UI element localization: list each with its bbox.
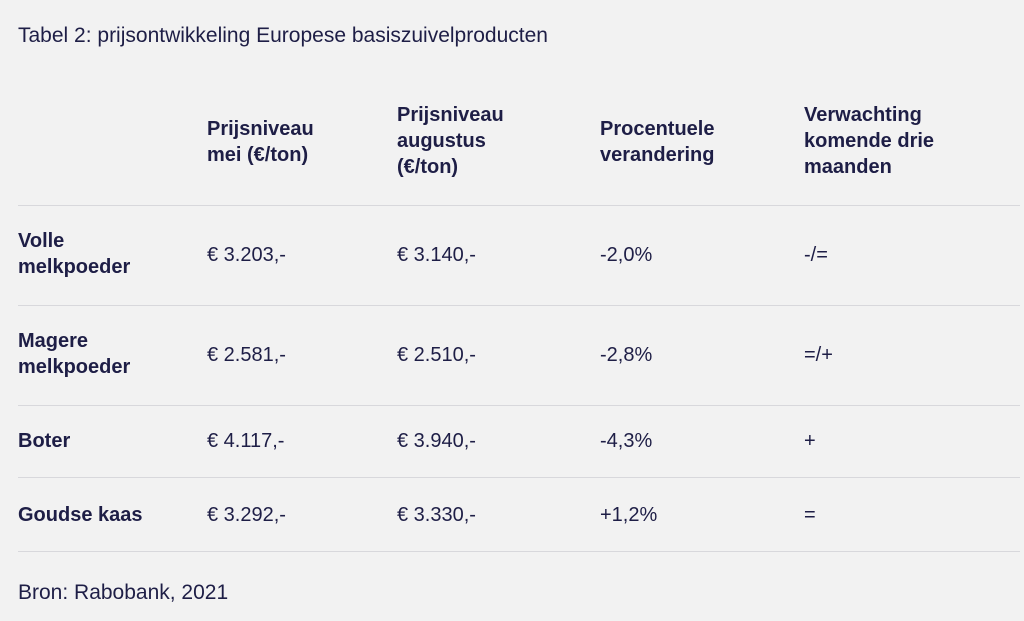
table-cell: -2,0% bbox=[600, 244, 653, 266]
row-label-boter: Boter bbox=[18, 430, 71, 452]
divider bbox=[18, 205, 1020, 206]
table-cell: -4,3% bbox=[600, 430, 653, 452]
divider bbox=[18, 477, 1020, 478]
row-label-volle-melkpoeder: Volle melkpoeder bbox=[18, 230, 131, 278]
source-note: Bron: Rabobank, 2021 bbox=[18, 581, 229, 604]
table-cell: € 3.140,- bbox=[397, 244, 476, 266]
table-cell: +1,2% bbox=[600, 504, 658, 526]
table-cell: € 3.330,- bbox=[397, 504, 476, 526]
table-cell: € 2.510,- bbox=[397, 344, 476, 366]
table-cell: € 3.203,- bbox=[207, 244, 286, 266]
column-header-prijsniveau-mei: Prijsniveau mei (€/ton) bbox=[207, 118, 314, 166]
table-cell: + bbox=[804, 430, 816, 452]
table-cell: -/= bbox=[804, 244, 828, 266]
table-cell: =/+ bbox=[804, 344, 833, 366]
row-label-goudse-kaas: Goudse kaas bbox=[18, 504, 143, 526]
divider bbox=[18, 551, 1020, 552]
table-cell: € 3.940,- bbox=[397, 430, 476, 452]
column-header-verwachting: Verwachting komende drie maanden bbox=[804, 104, 935, 178]
table-cell: = bbox=[804, 504, 816, 526]
table-cell: -2,8% bbox=[600, 344, 653, 366]
divider bbox=[18, 405, 1020, 406]
table-cell: € 3.292,- bbox=[207, 504, 286, 526]
table-cell: € 2.581,- bbox=[207, 344, 286, 366]
column-header-procentuele-verandering: Procentuele verandering bbox=[600, 118, 715, 166]
divider bbox=[18, 305, 1020, 306]
table-caption: Tabel 2: prijsontwikkeling Europese basi… bbox=[18, 24, 548, 47]
row-label-magere-melkpoeder: Magere melkpoeder bbox=[18, 330, 131, 378]
column-header-prijsniveau-augustus: Prijsniveau augustus (€/ton) bbox=[397, 104, 504, 178]
table-cell: € 4.117,- bbox=[207, 430, 285, 452]
